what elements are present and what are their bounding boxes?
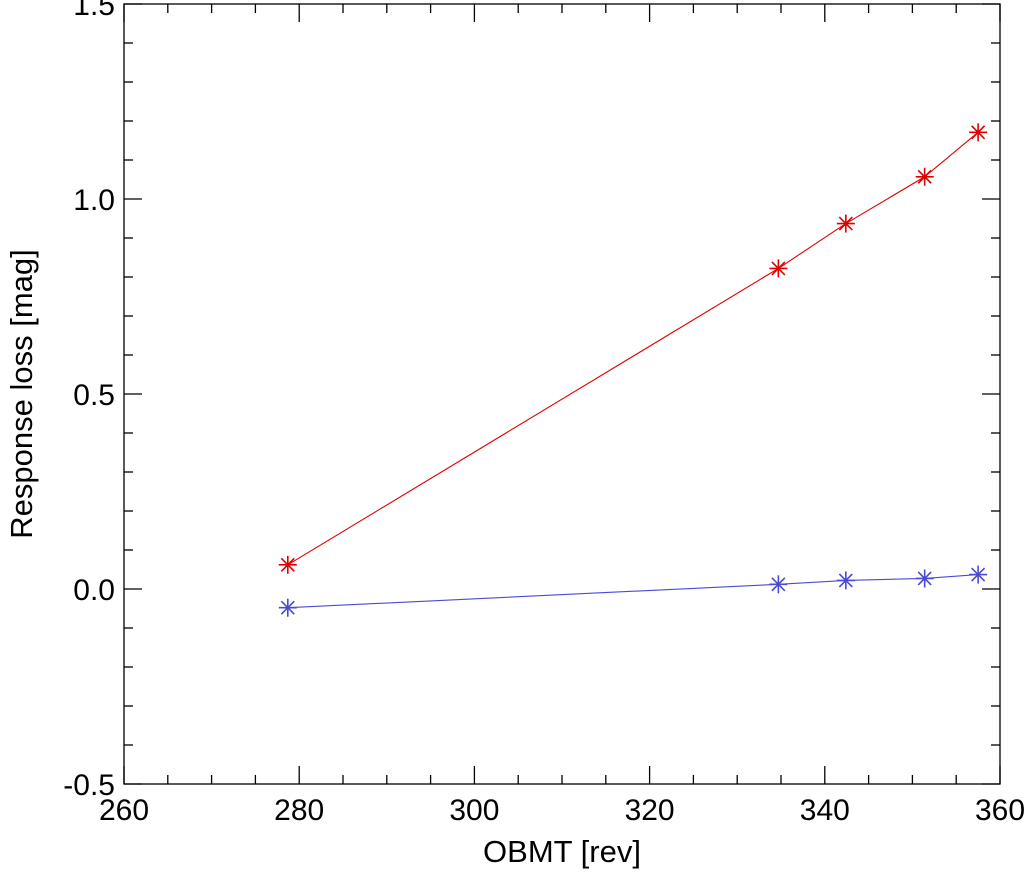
x-tick-label: 320 [625, 794, 675, 827]
data-point-marker [769, 259, 788, 278]
marker-stroke [771, 577, 786, 592]
x-axis-label: OBMT [rev] [483, 834, 641, 869]
y-axis-label: Response loss [mag] [4, 249, 39, 538]
marker-stroke [280, 557, 295, 572]
series-layer [278, 123, 988, 617]
marker-stroke [971, 125, 986, 140]
series-line [287, 574, 979, 609]
data-point-marker [769, 575, 788, 594]
x-tick-label: 260 [99, 794, 149, 827]
major-ticks [123, 3, 1001, 785]
data-point-marker [278, 555, 297, 574]
marker-stroke [280, 600, 295, 615]
y-tick-label: -0.5 [63, 769, 115, 802]
y-tick-label: 0.0 [73, 574, 115, 607]
minor-ticks [124, 4, 1000, 784]
marker-stroke [917, 571, 932, 586]
marker-stroke [771, 261, 786, 276]
marker-stroke [838, 573, 853, 588]
y-tick-label: 1.0 [73, 184, 115, 217]
y-tick-labels: -0.5 0.0 0.5 1.0 1.5 [63, 0, 115, 802]
y-tick-label: 1.5 [73, 0, 115, 22]
data-point-marker [836, 571, 855, 590]
data-point-marker [915, 569, 934, 588]
x-tick-label: 360 [975, 794, 1025, 827]
series-line [287, 131, 979, 566]
x-tick-label: 300 [449, 794, 499, 827]
marker-stroke [917, 169, 932, 184]
marker-stroke [838, 216, 853, 231]
data-point-marker [278, 598, 297, 617]
data-point-marker [915, 167, 934, 186]
plot-frame [123, 3, 1001, 785]
series-1 [278, 123, 988, 574]
y-tick-label: 0.5 [73, 379, 115, 412]
x-tick-label: 280 [274, 794, 324, 827]
data-point-marker [836, 214, 855, 233]
series-2 [278, 565, 988, 617]
marker-stroke [971, 567, 986, 582]
x-tick-label: 340 [800, 794, 850, 827]
data-point-marker [969, 123, 988, 142]
data-point-marker [969, 565, 988, 584]
x-tick-labels: 260 280 300 320 340 360 [99, 794, 1025, 827]
